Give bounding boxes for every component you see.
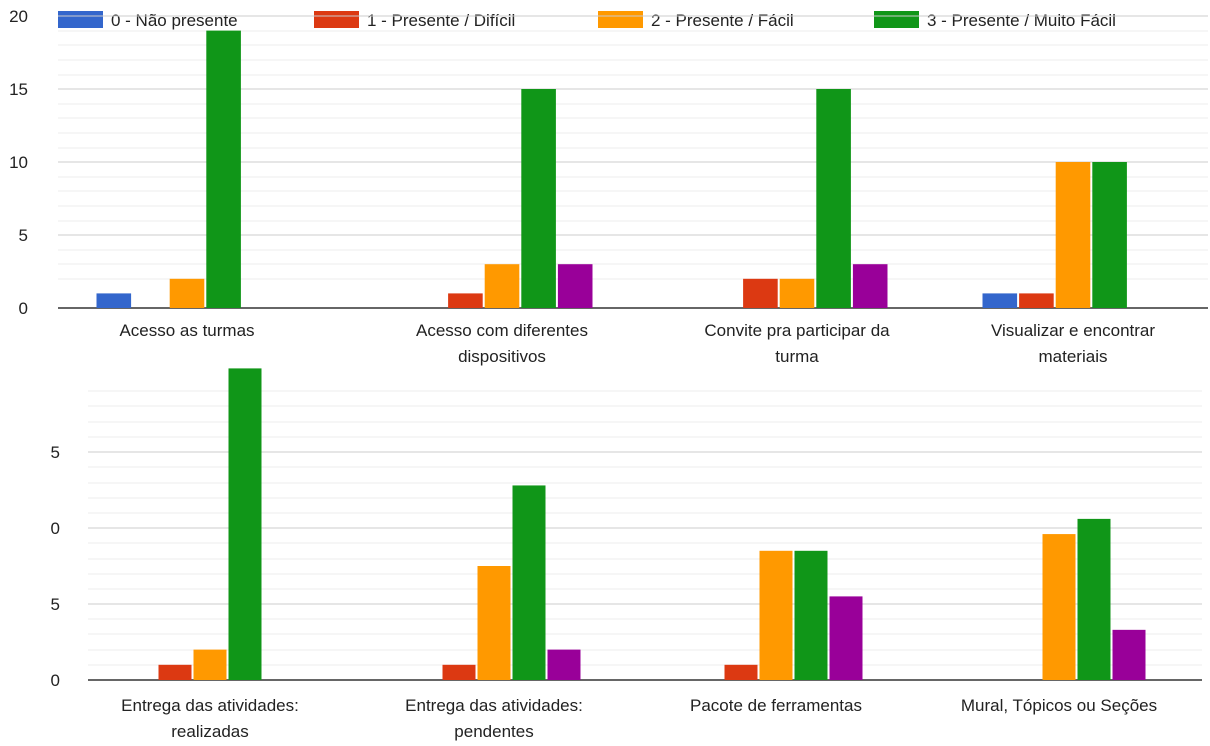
bar-series-1-cat-3 (1019, 293, 1054, 308)
legend-label-0: 0 - Não presente (111, 11, 238, 30)
legend-swatch-0 (58, 11, 103, 28)
category-label: Entrega das atividades: (121, 696, 299, 715)
bar-series-3-cat-1 (512, 485, 546, 680)
category-label: Acesso com diferentes (416, 321, 588, 340)
y-tick-label: 20 (9, 7, 28, 26)
legend-label-3: 3 - Presente / Muito Fácil (927, 11, 1116, 30)
bar-series-1-cat-0 (158, 664, 192, 680)
bar-series-4-cat-2 (829, 596, 863, 680)
bar-series-1-cat-2 (724, 664, 758, 680)
category-label: Acesso as turmas (119, 321, 254, 340)
bar-series-2-cat-2 (779, 278, 815, 308)
bar-series-2-cat-0 (193, 649, 227, 680)
bottom-chart-panel: 0 5 0 5 Entrega das atividades: realizadas Ent… (51, 368, 1202, 741)
bar-series-3-cat-0 (206, 30, 241, 308)
y-tick-label: 0 (19, 299, 28, 318)
bar-series-3-cat-3 (1077, 518, 1111, 680)
y-tick-label: 15 (9, 80, 28, 99)
bar-series-3-cat-0 (228, 368, 262, 680)
bar-series-3-cat-2 (816, 89, 851, 308)
y-tick-label: 5 (19, 226, 28, 245)
category-label: Pacote de ferramentas (690, 696, 862, 715)
bar-series-2-cat-0 (169, 278, 205, 308)
bar-series-4-cat-1 (547, 649, 581, 680)
category-label: dispositivos (458, 347, 546, 366)
bar-series-0-cat-0 (96, 293, 132, 308)
legend: 0 - Não presente 1 - Presente / Difícil 2 … (58, 11, 1116, 30)
bar-series-2-cat-1 (477, 566, 511, 680)
y-tick-label: 5 (51, 595, 60, 614)
top-chart-panel: 0 5 10 15 20 Acesso as turmas Acesso com difer… (9, 7, 1208, 366)
bar-series-2-cat-3 (1055, 162, 1091, 308)
legend-label-2: 2 - Presente / Fácil (651, 11, 794, 30)
category-label: pendentes (454, 722, 533, 741)
bar-series-2-cat-3 (1042, 534, 1076, 680)
legend-swatch-1 (314, 11, 359, 28)
legend-swatch-2 (598, 11, 643, 28)
bar-series-1-cat-2 (743, 278, 778, 308)
category-label: Mural, Tópicos ou Seções (961, 696, 1157, 715)
legend-swatch-3 (874, 11, 919, 28)
bar-series-3-cat-2 (794, 550, 828, 680)
y-tick-label: 0 (51, 519, 60, 538)
bar-series-3-cat-3 (1092, 162, 1127, 308)
category-label: turma (775, 347, 819, 366)
y-tick-label: 10 (9, 153, 28, 172)
bar-series-1-cat-1 (442, 664, 476, 680)
bar-series-0-cat-3 (982, 293, 1018, 308)
bar-series-4-cat-1 (557, 264, 593, 308)
bar-series-2-cat-2 (759, 550, 793, 680)
bar-series-2-cat-1 (484, 264, 520, 308)
bar-series-4-cat-2 (852, 264, 888, 308)
legend-label-1: 1 - Presente / Difícil (367, 11, 515, 30)
category-label: Visualizar e encontrar (991, 321, 1155, 340)
bar-series-1-cat-1 (448, 293, 483, 308)
category-label: realizadas (171, 722, 249, 741)
bar-series-4-cat-3 (1112, 629, 1146, 680)
category-label: Convite pra participar da (704, 321, 890, 340)
category-label: materiais (1039, 347, 1108, 366)
y-tick-label: 0 (51, 671, 60, 690)
category-label: Entrega das atividades: (405, 696, 583, 715)
y-tick-label: 5 (51, 443, 60, 462)
bar-series-3-cat-1 (521, 89, 556, 308)
